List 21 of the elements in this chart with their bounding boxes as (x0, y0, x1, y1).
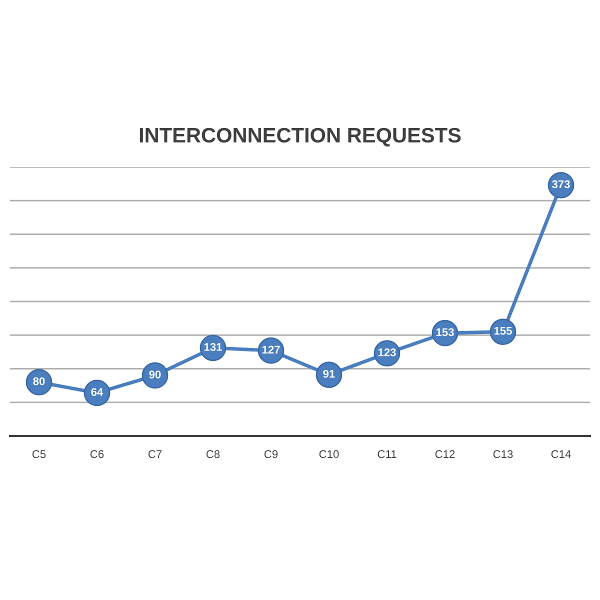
x-tick-label: C6 (90, 450, 104, 458)
data-label: 153 (436, 328, 454, 336)
x-tick-label: C13 (493, 450, 513, 458)
data-label: 91 (323, 370, 335, 378)
data-label: 80 (33, 377, 45, 386)
data-label: 127 (262, 346, 280, 354)
x-tick-label: C9 (264, 450, 278, 458)
x-tick-label: C14 (551, 450, 571, 458)
data-label: 373 (552, 180, 570, 188)
data-label: 90 (149, 370, 161, 378)
x-tick-label: C11 (378, 450, 396, 458)
x-tick-label: C5 (32, 450, 46, 458)
data-label: 131 (204, 343, 222, 351)
x-tick-label: C10 (319, 450, 339, 458)
chart-title: INTERCONNECTION REQUESTS (140, 128, 461, 146)
x-tick-label: C7 (148, 450, 162, 458)
data-label: 123 (378, 348, 396, 356)
data-label: 64 (91, 388, 104, 396)
data-label: 155 (494, 326, 512, 335)
x-tick-label: C12 (435, 450, 455, 458)
x-tick-label: C8 (206, 450, 220, 458)
